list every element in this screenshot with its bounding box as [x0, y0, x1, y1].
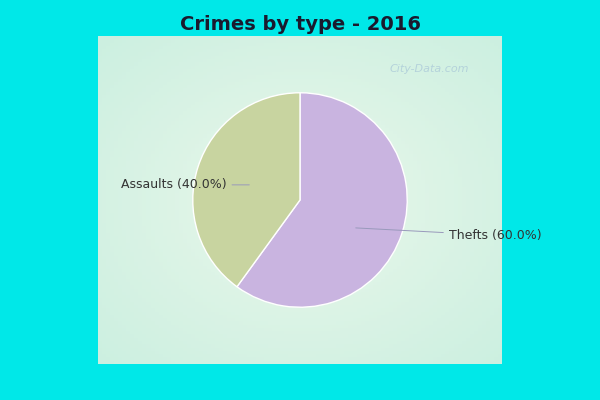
Wedge shape	[237, 93, 407, 307]
Text: Crimes by type - 2016: Crimes by type - 2016	[179, 14, 421, 34]
Wedge shape	[193, 93, 300, 287]
Text: City-Data.com: City-Data.com	[389, 64, 469, 74]
Text: Assaults (40.0%): Assaults (40.0%)	[121, 178, 249, 191]
Text: Thefts (60.0%): Thefts (60.0%)	[356, 228, 541, 242]
